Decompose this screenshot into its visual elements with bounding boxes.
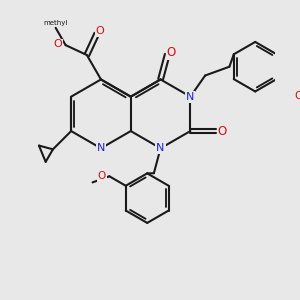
Text: O: O — [96, 26, 105, 36]
Text: N: N — [97, 143, 105, 153]
Text: N: N — [156, 143, 165, 153]
Text: O: O — [295, 91, 300, 101]
Text: O: O — [53, 39, 62, 50]
Text: methyl: methyl — [44, 20, 68, 26]
Text: O: O — [218, 124, 227, 138]
Text: O: O — [98, 171, 106, 181]
Text: O: O — [167, 46, 176, 59]
Text: N: N — [186, 92, 194, 102]
